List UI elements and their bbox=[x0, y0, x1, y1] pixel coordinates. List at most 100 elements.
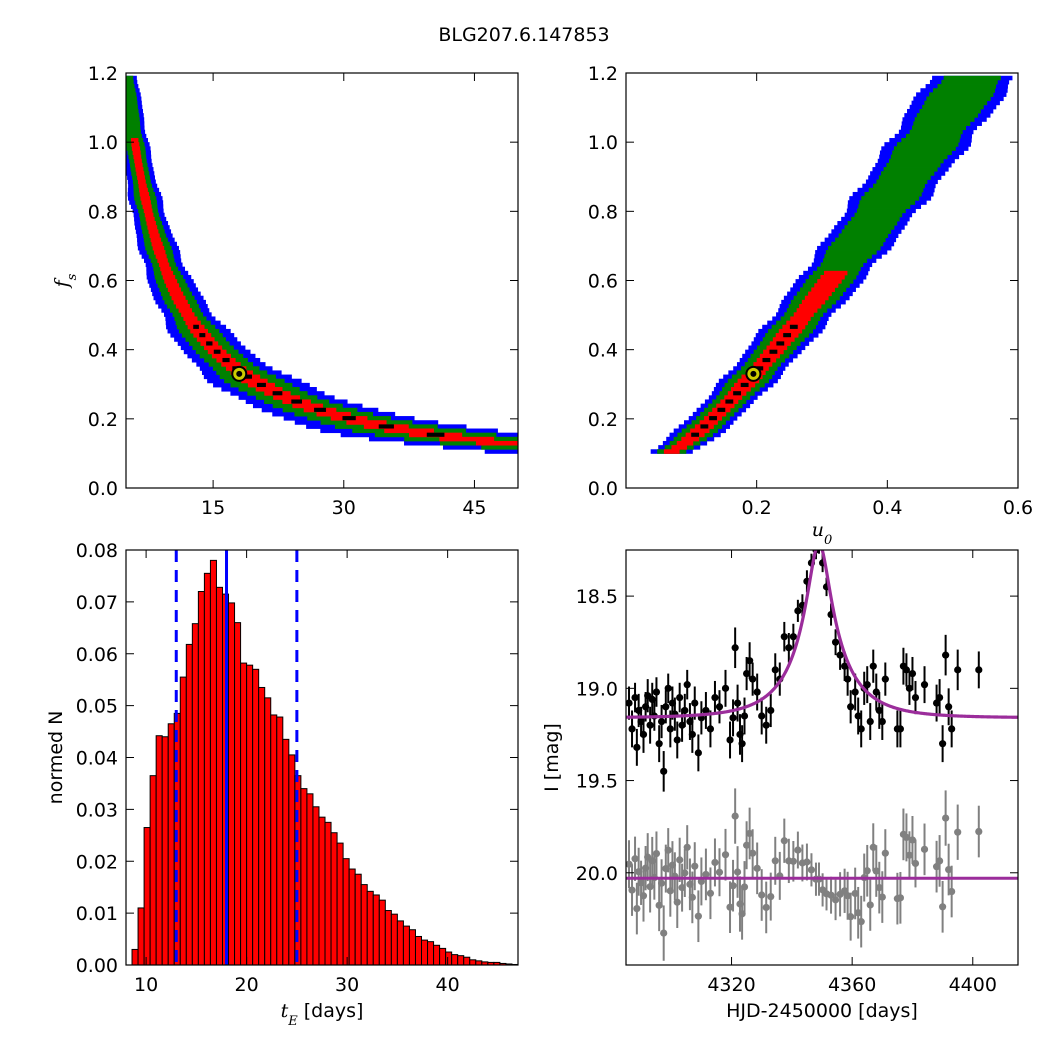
contour-1sigma-cell bbox=[167, 287, 182, 292]
contour-1sigma-cell bbox=[149, 233, 160, 239]
xtick-label-0-0: 15 bbox=[201, 497, 225, 519]
contour-peak-cell bbox=[291, 399, 303, 404]
observation-point bbox=[639, 730, 648, 739]
contour-2sigma-cell bbox=[873, 183, 925, 189]
contour-2sigma-cell bbox=[126, 100, 138, 106]
histogram-bar bbox=[457, 955, 465, 966]
contour-1sigma-cell bbox=[790, 316, 811, 322]
histogram-bar bbox=[408, 929, 416, 966]
contour-1sigma-cell bbox=[141, 200, 151, 205]
contour-1sigma-cell bbox=[808, 291, 832, 297]
histogram-bar bbox=[155, 735, 163, 966]
observation-point bbox=[733, 699, 742, 707]
contour-peak-cell bbox=[199, 333, 206, 338]
contour-1sigma-cell bbox=[140, 196, 151, 201]
contour-2sigma-cell bbox=[864, 191, 922, 197]
contour-peak-cell bbox=[272, 391, 283, 396]
observation-point bbox=[975, 666, 983, 674]
contour-peak-cell bbox=[378, 424, 394, 429]
contour-1sigma-cell bbox=[724, 395, 743, 400]
contour-1sigma-cell bbox=[759, 353, 780, 359]
histogram-bar bbox=[258, 686, 266, 966]
residual-point bbox=[844, 892, 852, 900]
residual-point bbox=[694, 912, 702, 920]
contour-2sigma-cell bbox=[933, 88, 996, 93]
contour-1sigma-cell bbox=[161, 270, 174, 276]
residual-point bbox=[872, 867, 880, 875]
contour-2sigma-cell bbox=[886, 162, 941, 168]
contour-peak-cell bbox=[717, 407, 726, 412]
residual-point bbox=[854, 909, 862, 917]
contour-2sigma-cell bbox=[838, 233, 889, 239]
contour-1sigma-cell bbox=[147, 225, 158, 230]
histogram-bar bbox=[197, 591, 205, 966]
contour-1sigma-cell bbox=[316, 411, 351, 417]
observation-point bbox=[681, 706, 689, 715]
residual-point bbox=[847, 913, 855, 921]
contour-2sigma-cell bbox=[929, 92, 994, 97]
observation-point bbox=[721, 684, 730, 692]
residual-point bbox=[942, 814, 950, 822]
contour-1sigma-cell bbox=[671, 445, 688, 450]
residual-point bbox=[660, 929, 668, 937]
contour-2sigma-cell bbox=[856, 208, 906, 214]
contour-1sigma-cell bbox=[772, 337, 795, 342]
residual-point bbox=[767, 892, 775, 901]
ytick-label-0-1: 0.2 bbox=[88, 409, 118, 431]
ytick-label-0-6: 1.2 bbox=[88, 63, 118, 85]
contour-peak-cell bbox=[733, 391, 742, 396]
residual-point bbox=[794, 846, 802, 854]
xtick-label-3-0: 4320 bbox=[707, 974, 755, 996]
contour-2sigma-cell bbox=[126, 108, 139, 114]
contour-2sigma-cell bbox=[817, 266, 861, 272]
xtick-label-1-2: 0.6 bbox=[1003, 497, 1033, 519]
contour-1sigma-cell bbox=[824, 270, 848, 276]
histogram-bar bbox=[366, 890, 374, 966]
contour-1sigma-cell bbox=[799, 304, 822, 309]
contour-2sigma-cell bbox=[937, 84, 997, 89]
residual-point bbox=[706, 889, 715, 897]
contour-peak-cell bbox=[789, 324, 798, 329]
contour-1sigma-cell bbox=[439, 436, 495, 442]
residual-point bbox=[881, 849, 889, 857]
contour-2sigma-cell bbox=[913, 121, 971, 126]
contour-2sigma-cell bbox=[126, 104, 138, 110]
contour-1sigma-cell bbox=[164, 279, 178, 284]
contour-1sigma-cell bbox=[137, 179, 146, 185]
histogram-bar bbox=[137, 907, 145, 966]
ytick-label-1-2: 0.4 bbox=[588, 340, 618, 362]
residual-point bbox=[780, 837, 788, 845]
contour-1sigma-cell bbox=[176, 304, 190, 309]
contour-2sigma-cell bbox=[126, 75, 134, 81]
histogram-bar bbox=[475, 960, 483, 966]
residual-point bbox=[875, 884, 883, 892]
residual-point bbox=[631, 855, 639, 863]
contour-1sigma-cell bbox=[681, 436, 700, 442]
contour-1sigma-cell bbox=[181, 312, 195, 317]
contour-peak-cell bbox=[762, 357, 771, 363]
contour-peak-cell bbox=[691, 432, 700, 437]
observation-point bbox=[948, 725, 956, 733]
histogram-bar bbox=[390, 913, 398, 966]
axes-frame-3 bbox=[625, 549, 1019, 966]
residual-point bbox=[908, 836, 917, 844]
contour-peak-cell bbox=[776, 341, 785, 346]
histogram-bar bbox=[228, 602, 236, 966]
ytick-label-0-2: 0.4 bbox=[88, 340, 118, 362]
contour-1sigma-cell bbox=[133, 154, 142, 160]
ytick-label-1-6: 1.2 bbox=[588, 63, 618, 85]
residual-point bbox=[626, 860, 633, 868]
observation-point bbox=[715, 703, 724, 711]
contour-1sigma-cell bbox=[766, 345, 788, 351]
contour-1sigma-cell bbox=[155, 254, 167, 259]
contour-2sigma-cell bbox=[828, 245, 881, 251]
observation-point bbox=[743, 669, 751, 678]
observation-point bbox=[688, 730, 696, 739]
contour-1sigma-cell bbox=[152, 245, 165, 251]
contour-2sigma-cell bbox=[825, 250, 877, 255]
contour-2sigma-cell bbox=[916, 113, 978, 118]
xtick-label-2-3: 40 bbox=[436, 974, 460, 996]
histogram-bar bbox=[402, 925, 410, 966]
contour-2sigma-cell bbox=[911, 125, 966, 131]
